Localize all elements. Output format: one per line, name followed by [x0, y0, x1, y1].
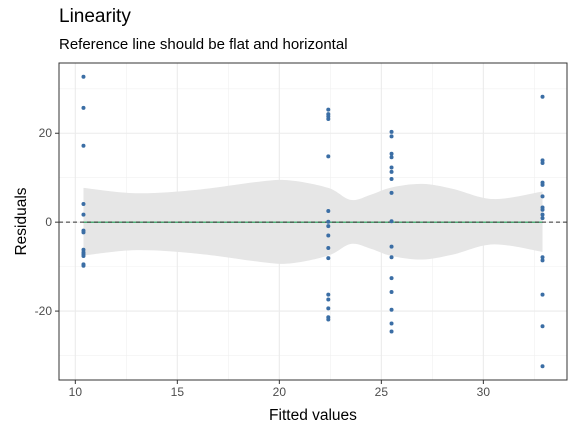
data-point: [81, 253, 86, 258]
data-point: [389, 177, 394, 182]
x-tick-label: 25: [375, 385, 389, 399]
data-point: [540, 212, 545, 217]
data-point: [389, 151, 394, 156]
data-point: [326, 224, 331, 229]
data-point: [389, 219, 394, 224]
data-point: [540, 182, 545, 187]
data-point: [326, 292, 331, 297]
data-point: [326, 209, 331, 214]
data-point: [326, 233, 331, 238]
data-point: [389, 255, 394, 260]
data-point: [540, 292, 545, 297]
panel-border: [58, 62, 568, 381]
x-tick-label: 30: [477, 385, 491, 399]
data-point: [389, 129, 394, 134]
data-point: [540, 194, 545, 199]
data-point: [389, 276, 394, 281]
data-point: [540, 258, 545, 263]
data-point: [389, 190, 394, 195]
chart-title: Linearity: [59, 6, 131, 27]
y-tick-label: -20: [35, 304, 53, 318]
data-point: [81, 230, 86, 235]
data-point: [540, 161, 545, 166]
y-axis-title: Residuals: [13, 187, 30, 255]
y-tick-label: 20: [39, 126, 53, 140]
data-point: [326, 107, 331, 112]
data-point: [326, 306, 331, 311]
panel-border-layer: [58, 62, 568, 381]
data-point: [326, 256, 331, 261]
data-point: [81, 212, 86, 217]
data-point: [326, 154, 331, 159]
data-point: [389, 329, 394, 334]
x-tick-label: 15: [171, 385, 185, 399]
y-tick-label: 0: [45, 215, 52, 229]
data-point: [81, 201, 86, 206]
data-point: [389, 165, 394, 170]
data-point: [326, 317, 331, 322]
data-point: [81, 74, 86, 79]
data-point: [326, 297, 331, 302]
data-point: [389, 169, 394, 174]
x-tick-label: 20: [273, 385, 287, 399]
y-axis: -20 0 20: [35, 126, 59, 318]
data-point: [389, 289, 394, 294]
chart-subtitle: Reference line should be flat and horizo…: [59, 36, 348, 53]
data-point: [326, 117, 331, 122]
data-point: [81, 263, 86, 268]
data-point: [540, 216, 545, 221]
data-point: [540, 324, 545, 329]
data-point: [389, 155, 394, 160]
data-point: [389, 134, 394, 139]
data-point: [389, 321, 394, 326]
data-point: [540, 255, 545, 260]
x-tick-label: 10: [69, 385, 83, 399]
data-point: [389, 244, 394, 249]
x-axis-title: Fitted values: [269, 407, 357, 424]
points-layer: [81, 74, 545, 369]
data-point: [326, 245, 331, 250]
data-point: [389, 307, 394, 312]
data-point: [326, 219, 331, 224]
data-point: [81, 105, 86, 110]
data-point: [540, 94, 545, 99]
data-point: [540, 207, 545, 212]
data-point: [81, 143, 86, 148]
x-axis: 10 15 20 25 30: [69, 380, 491, 399]
data-point: [540, 364, 545, 369]
